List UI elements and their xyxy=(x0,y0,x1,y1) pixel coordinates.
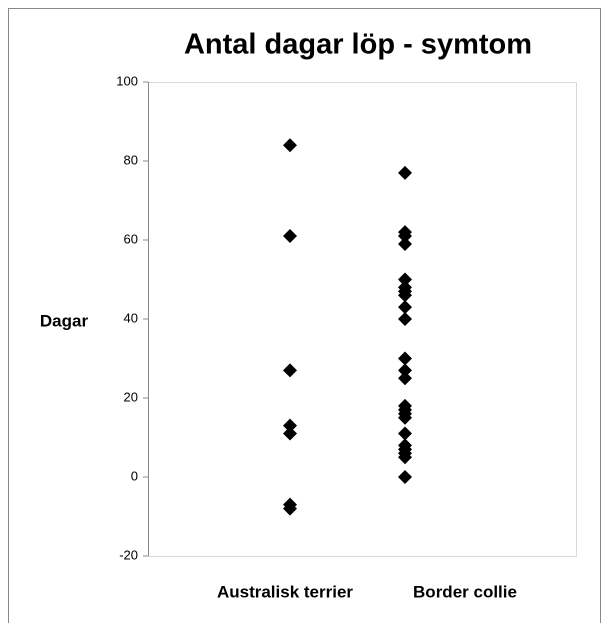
x-category-label: Border collie xyxy=(413,582,517,601)
point xyxy=(398,300,412,315)
point xyxy=(283,426,297,441)
point xyxy=(398,272,412,287)
point xyxy=(398,229,412,244)
y-tick-label: 40 xyxy=(124,310,138,325)
y-tick-label: -20 xyxy=(119,547,138,562)
point xyxy=(398,410,412,425)
point xyxy=(398,470,412,484)
point xyxy=(283,363,297,378)
point xyxy=(398,450,412,465)
y-tick-label: 100 xyxy=(116,73,138,88)
chart-title: Antal dagar löp - symtom xyxy=(184,29,532,61)
plot-area xyxy=(148,82,577,557)
point xyxy=(398,288,412,303)
point xyxy=(283,138,297,153)
point xyxy=(398,236,412,251)
y-tick-label: 20 xyxy=(124,389,138,404)
point xyxy=(398,426,412,441)
point xyxy=(398,165,412,180)
point xyxy=(398,363,412,378)
point xyxy=(398,312,412,326)
y-tick-label: 0 xyxy=(131,468,138,483)
point xyxy=(283,418,297,433)
y-axis-label: Dagar xyxy=(40,311,89,330)
point xyxy=(283,229,297,244)
y-tick-label: 60 xyxy=(124,231,138,246)
chart-frame xyxy=(8,8,601,623)
y-tick-label: 80 xyxy=(124,152,138,167)
x-category-label: Australisk terrier xyxy=(217,582,353,601)
point xyxy=(283,501,297,516)
point xyxy=(398,351,412,366)
point xyxy=(398,371,412,386)
